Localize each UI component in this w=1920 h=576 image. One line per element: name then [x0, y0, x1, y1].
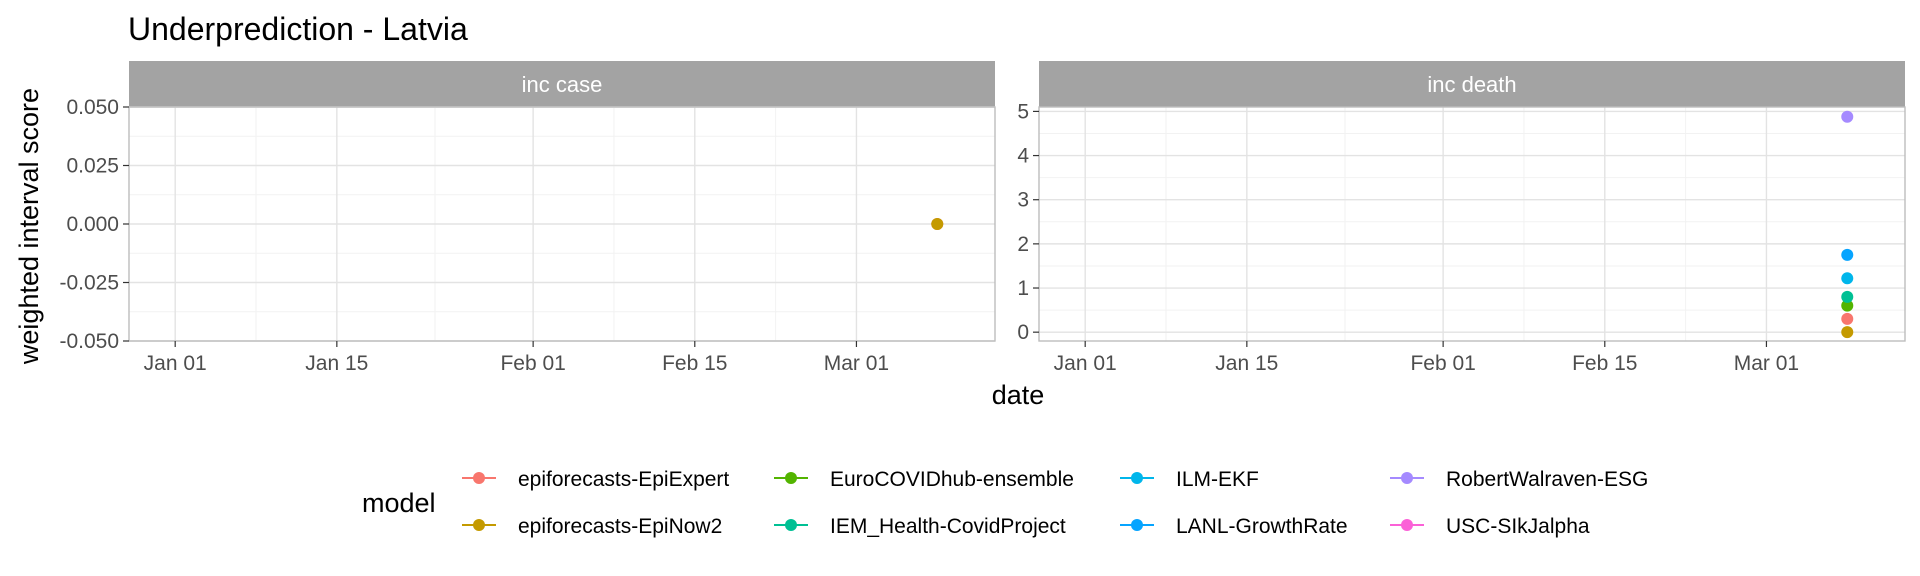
legend-item: EuroCOVIDhub-ensemble: [774, 468, 1074, 491]
x-tick-label: Jan 01: [1054, 352, 1117, 375]
legend-title: model: [362, 488, 436, 518]
facet-strip: [129, 61, 995, 107]
facet-strip-label: inc case: [522, 72, 603, 97]
data-point: [1841, 299, 1854, 312]
panel-0: inc case -0.050 -0.025 0.000 0.025 0.050 Jan 0…: [59, 61, 996, 375]
legend-key-point: [1131, 472, 1143, 484]
x-tick-label: Mar 01: [1734, 352, 1799, 375]
legend-key-point: [1401, 519, 1413, 531]
data-point: [1841, 272, 1854, 285]
legend-label: epiforecasts-EpiNow2: [518, 515, 722, 538]
y-axis-title: weighted interval score: [14, 88, 44, 365]
legend-label: IEM_Health-CovidProject: [830, 515, 1066, 538]
legend-key-point: [1401, 472, 1413, 484]
legend-item: USC-SIkJalpha: [1390, 515, 1590, 538]
legend-label: LANL-GrowthRate: [1176, 515, 1348, 538]
facet-strip-label: inc death: [1427, 72, 1516, 97]
legend-item: RobertWalraven-ESG: [1390, 468, 1648, 491]
legend: model epiforecasts-EpiExpert epiforecasts…: [362, 468, 1648, 538]
x-tick-label: Feb 15: [1572, 352, 1637, 375]
legend-key-point: [473, 519, 485, 531]
y-tick-label: -0.025: [59, 272, 119, 295]
y-tick-label: 1: [1017, 277, 1029, 300]
legend-item: LANL-GrowthRate: [1120, 515, 1348, 538]
facet-panels: inc case -0.050 -0.025 0.000 0.025 0.050 Jan 0…: [59, 61, 1906, 375]
legend-label: USC-SIkJalpha: [1446, 515, 1590, 538]
data-point: [1841, 248, 1854, 261]
legend-item: IEM_Health-CovidProject: [774, 515, 1066, 538]
legend-key-point: [785, 519, 797, 531]
y-tick-label: 0.000: [66, 213, 119, 236]
x-tick-label: Feb 01: [500, 352, 565, 375]
legend-item: epiforecasts-EpiExpert: [462, 468, 729, 491]
y-tick-label: -0.050: [59, 330, 119, 353]
data-point: [1841, 326, 1854, 339]
legend-label: ILM-EKF: [1176, 468, 1259, 491]
y-tick-label: 2: [1017, 233, 1029, 256]
x-tick-label: Feb 01: [1410, 352, 1475, 375]
y-tick-label: 5: [1017, 100, 1029, 123]
y-tick-label: 0: [1017, 321, 1029, 344]
x-axis-title: date: [992, 380, 1045, 410]
x-tick-label: Jan 15: [1215, 352, 1278, 375]
y-tick-label: 4: [1017, 145, 1029, 168]
x-tick-label: Jan 01: [144, 352, 207, 375]
data-point: [931, 218, 944, 230]
chart-title: Underprediction - Latvia: [128, 11, 468, 47]
data-point: [1841, 312, 1854, 325]
data-point: [1841, 290, 1854, 303]
panel-1: inc death 0 1 2 3 4 5 Jan 01 Jan 15 Feb 01 Feb 15 M…: [1017, 61, 1906, 375]
y-tick-label: 0.025: [66, 155, 119, 178]
panel-background: [1039, 107, 1905, 341]
legend-key-point: [1131, 519, 1143, 531]
panel-border: [1038, 106, 1906, 342]
x-tick-label: Feb 15: [662, 352, 727, 375]
legend-item: ILM-EKF: [1120, 468, 1259, 491]
y-tick-label: 3: [1017, 189, 1029, 212]
y-tick-label: 0.050: [66, 96, 119, 119]
legend-key-point: [473, 472, 485, 484]
legend-key-point: [785, 472, 797, 484]
x-tick-label: Mar 01: [824, 352, 889, 375]
legend-label: epiforecasts-EpiExpert: [518, 468, 729, 491]
legend-item: epiforecasts-EpiNow2: [462, 515, 722, 538]
legend-label: RobertWalraven-ESG: [1446, 468, 1648, 491]
x-tick-label: Jan 15: [305, 352, 368, 375]
legend-label: EuroCOVIDhub-ensemble: [830, 468, 1074, 491]
data-point: [1841, 110, 1854, 123]
facet-strip: [1039, 61, 1905, 107]
